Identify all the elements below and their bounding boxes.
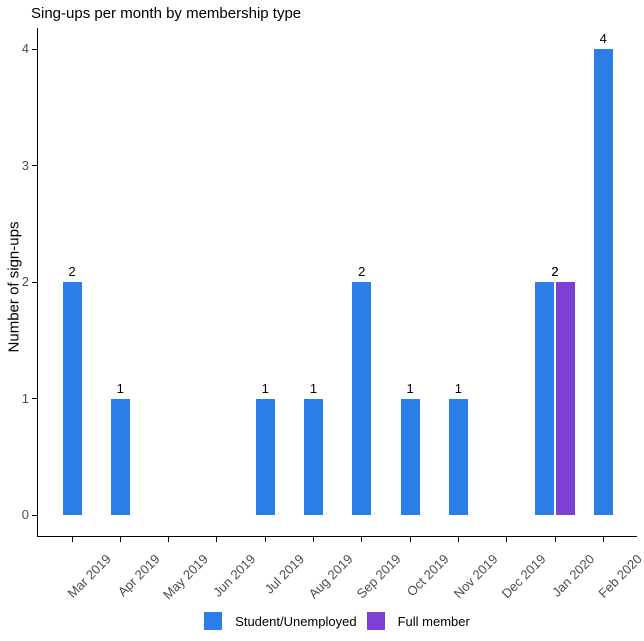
x-tick-mark xyxy=(264,537,266,542)
bar-value-label: 1 xyxy=(116,380,124,396)
legend-item: Full member xyxy=(366,612,470,630)
bar xyxy=(110,398,130,515)
bar-value-label: 2 xyxy=(551,264,559,279)
legend-swatch xyxy=(204,612,223,630)
x-tick-mark xyxy=(409,537,411,542)
x-tick-mark xyxy=(313,537,314,542)
bar xyxy=(448,398,468,515)
x-tick-label: Jan 2020 xyxy=(548,551,597,600)
legend-label: Full member xyxy=(397,613,470,629)
x-tick-label: Aug 2019 xyxy=(305,551,356,602)
x-tick-mark xyxy=(602,537,604,542)
y-axis-line xyxy=(37,28,38,537)
bar-value-label: 2 xyxy=(551,264,559,279)
x-tick-mark xyxy=(554,537,556,542)
y-tick-label: 0 xyxy=(21,507,29,522)
x-tick-mark xyxy=(216,537,218,542)
y-tick-label: 3 xyxy=(21,157,29,173)
bar xyxy=(593,49,613,515)
y-tick-label: 4 xyxy=(21,41,29,56)
y-tick-mark xyxy=(32,48,37,50)
x-tick-mark xyxy=(506,537,508,542)
y-tick-mark xyxy=(32,165,37,166)
bar xyxy=(556,282,575,515)
x-tick-label: Sep 2019 xyxy=(353,551,404,602)
y-tick-mark xyxy=(32,514,37,516)
x-tick-label: Jun 2019 xyxy=(210,551,259,600)
x-tick-mark xyxy=(457,537,459,542)
x-tick-label: Nov 2019 xyxy=(450,551,501,602)
bar-value-label: 1 xyxy=(261,380,269,396)
legend-swatch xyxy=(366,612,385,630)
x-tick-mark xyxy=(168,537,170,542)
legend-item: Student/Unemployed xyxy=(204,612,357,630)
bar xyxy=(255,398,275,515)
x-tick-mark xyxy=(361,537,363,542)
bar-value-label: 1 xyxy=(309,380,318,396)
legend: Student/Unemployed Full member xyxy=(37,612,637,630)
bar xyxy=(535,282,554,515)
bar-value-label: 1 xyxy=(454,380,462,396)
y-tick-label: 2 xyxy=(21,274,29,289)
bar xyxy=(304,398,323,515)
y-tick-label: 1 xyxy=(21,390,29,406)
x-tick-label: Oct 2019 xyxy=(404,551,453,600)
bar xyxy=(400,398,420,515)
x-tick-label: Dec 2019 xyxy=(498,551,549,602)
x-tick-label: Mar 2019 xyxy=(64,551,114,601)
y-tick-mark xyxy=(32,398,37,399)
bar-value-label: 2 xyxy=(358,264,366,279)
x-tick-label: Feb 2020 xyxy=(595,551,644,601)
x-tick-mark xyxy=(119,537,121,542)
bar-value-label: 4 xyxy=(599,31,607,46)
bar xyxy=(352,282,372,515)
bar xyxy=(62,282,82,515)
x-tick-label: Jul 2019 xyxy=(261,551,308,597)
x-tick-label: May 2019 xyxy=(159,551,211,603)
x-tick-label: Apr 2019 xyxy=(114,551,163,600)
bar-value-label: 1 xyxy=(406,380,414,396)
bar-value-label: 2 xyxy=(68,264,76,279)
chart-title: Sing-ups per month by membership type xyxy=(31,5,302,22)
x-tick-mark xyxy=(71,537,73,542)
x-axis-line xyxy=(37,536,637,537)
legend-label: Student/Unemployed xyxy=(235,613,357,629)
y-tick-mark xyxy=(32,281,37,283)
